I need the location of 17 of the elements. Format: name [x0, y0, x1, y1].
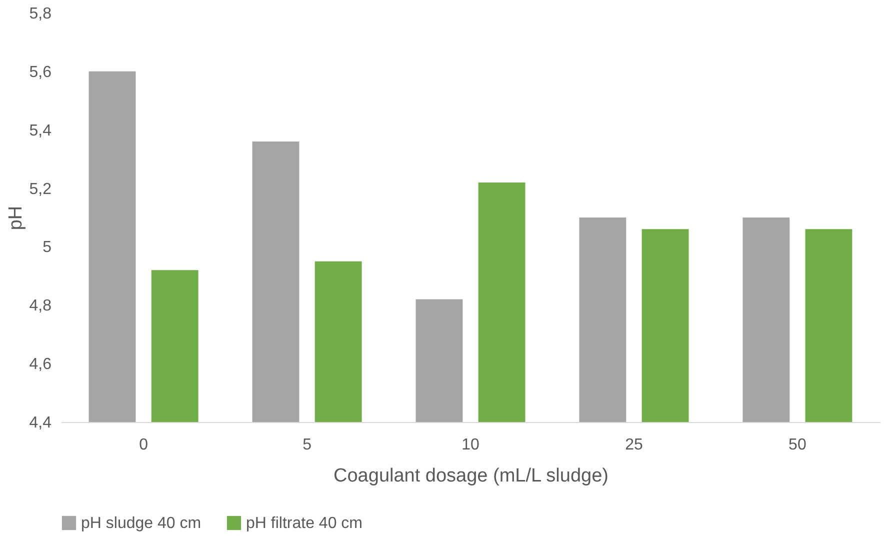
x-tick-label: 10 — [462, 436, 480, 454]
y-tick-label: 4,6 — [29, 356, 52, 374]
x-tick-label: 50 — [788, 436, 806, 454]
x-tick-label: 25 — [625, 436, 643, 454]
y-tick-label: 5,2 — [29, 180, 52, 198]
y-tick-label: 5 — [42, 239, 52, 256]
y-tick-label: 4,8 — [29, 298, 52, 315]
legend-label: pH sludge 40 cm — [81, 515, 202, 532]
y-tick-label: 5,6 — [29, 64, 52, 81]
y-tick-label: 5,4 — [29, 122, 52, 140]
x-tick-label: 5 — [302, 436, 312, 454]
y-tick-label: 5,8 — [29, 6, 52, 22]
legend-label: pH filtrate 40 cm — [246, 515, 362, 532]
y-tick-label: 4,4 — [29, 414, 52, 432]
x-axis-title: Coagulant dosage (mL/L sludge) — [334, 466, 608, 486]
y-axis-title: pH — [5, 206, 26, 230]
x-tick-label: 0 — [139, 436, 148, 454]
